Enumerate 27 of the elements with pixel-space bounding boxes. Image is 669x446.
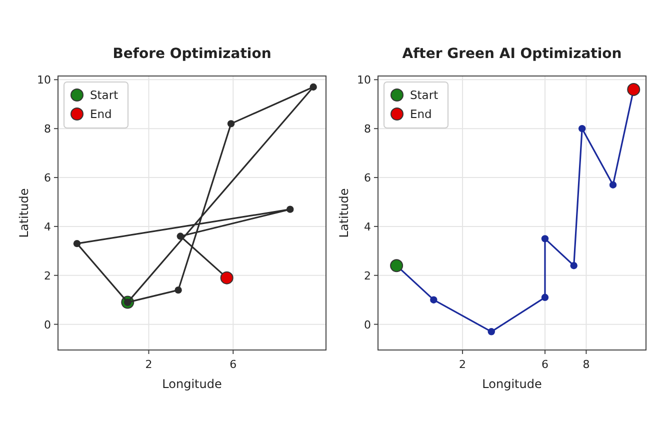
y-tick-label: 6: [44, 172, 51, 185]
y-tick-label: 10: [37, 74, 51, 87]
y-tick-label: 2: [44, 269, 51, 282]
x-tick-label: 2: [459, 358, 466, 371]
y-tick-label: 0: [44, 318, 51, 332]
legend-label: Start: [410, 88, 439, 102]
x-tick-label: 2: [145, 358, 152, 371]
legend-label: End: [410, 107, 432, 121]
y-axis-title: Latitude: [17, 188, 31, 238]
y-tick-label: 8: [44, 122, 51, 136]
x-axis-title: Longitude: [162, 377, 222, 391]
x-tick-label: 8: [582, 358, 590, 371]
x-tick-label: 6: [541, 358, 548, 371]
legend-label: End: [90, 107, 112, 121]
y-tick-label: 4: [364, 220, 371, 234]
y-axis-title: Latitude: [337, 188, 351, 238]
y-tick-label: 2: [364, 269, 371, 282]
x-tick-label: 6: [230, 358, 237, 371]
chart-title: After Green AI Optimization: [402, 46, 622, 62]
chart-title: Before Optimization: [112, 46, 272, 62]
y-tick-label: 0: [364, 318, 371, 332]
y-tick-label: 10: [357, 74, 371, 87]
y-tick-label: 8: [364, 122, 371, 136]
x-axis-title: Longitude: [482, 377, 542, 391]
y-tick-label: 6: [364, 172, 371, 185]
y-tick-label: 4: [44, 220, 51, 234]
legend-label: Start: [90, 88, 119, 102]
